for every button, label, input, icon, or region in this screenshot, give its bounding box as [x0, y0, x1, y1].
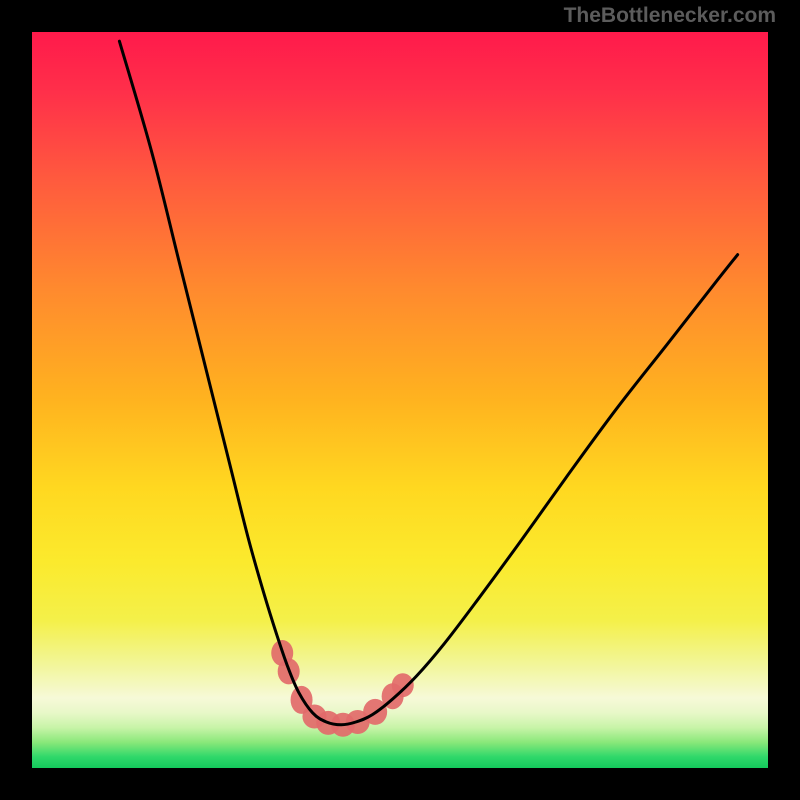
plot-background	[32, 32, 768, 768]
marker-dot	[392, 673, 414, 697]
bottleneck-chart-svg	[0, 0, 800, 800]
chart-canvas: TheBottlenecker.com	[0, 0, 800, 800]
